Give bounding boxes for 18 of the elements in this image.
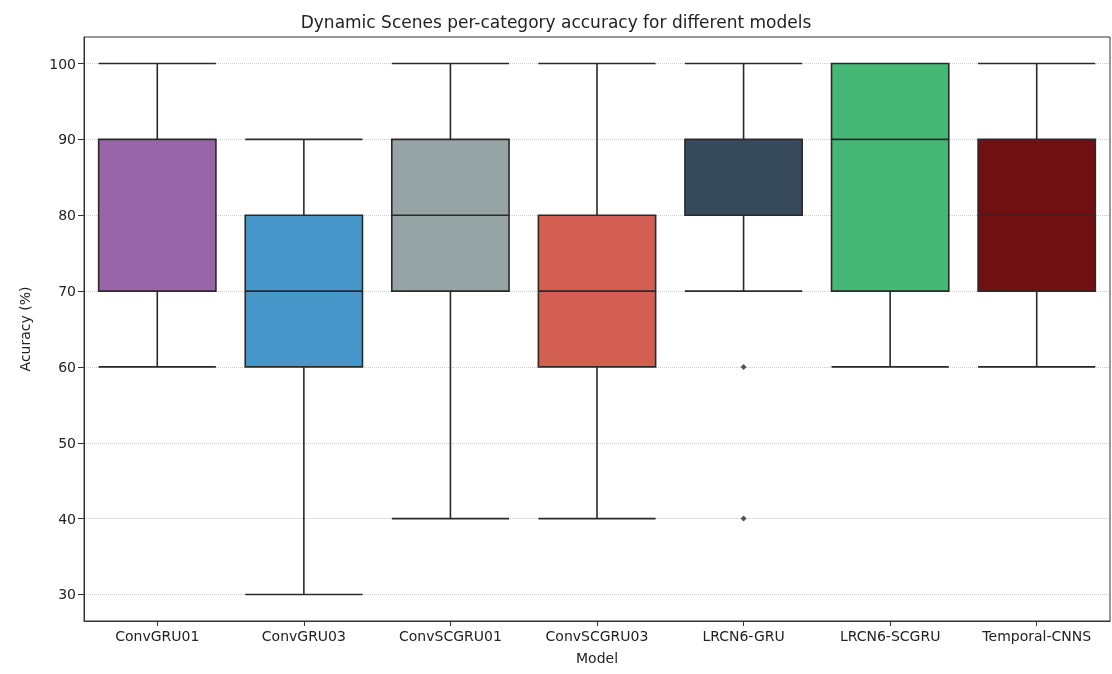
x-tick-label: ConvGRU01 — [115, 628, 200, 644]
x-tick-label: LRCN6-GRU — [702, 628, 785, 644]
y-tick-label: 90 — [58, 131, 76, 148]
x-tick-label: Temporal-CNNS — [981, 628, 1092, 644]
y-tick-label: 60 — [58, 358, 76, 375]
x-tick-label: ConvSCGRU03 — [545, 628, 649, 644]
y-tick-label: 50 — [58, 434, 76, 451]
y-tick-label: 80 — [58, 207, 76, 224]
x-tick-label: ConvGRU03 — [261, 628, 346, 644]
chart-title: Dynamic Scenes per-category accuracy for different models — [300, 11, 812, 32]
y-tick-label: 100 — [49, 55, 76, 72]
y-tick-label: 30 — [58, 586, 76, 603]
y-tick-label: 70 — [58, 283, 76, 300]
y-axis-title: Acuracy (%) — [17, 286, 33, 372]
x-tick-label: ConvSCGRU01 — [399, 628, 502, 644]
y-tick-label: 40 — [58, 510, 76, 527]
x-axis-title: Model — [575, 650, 619, 666]
x-tick-label: LRCN6-SCGRU — [839, 628, 941, 644]
